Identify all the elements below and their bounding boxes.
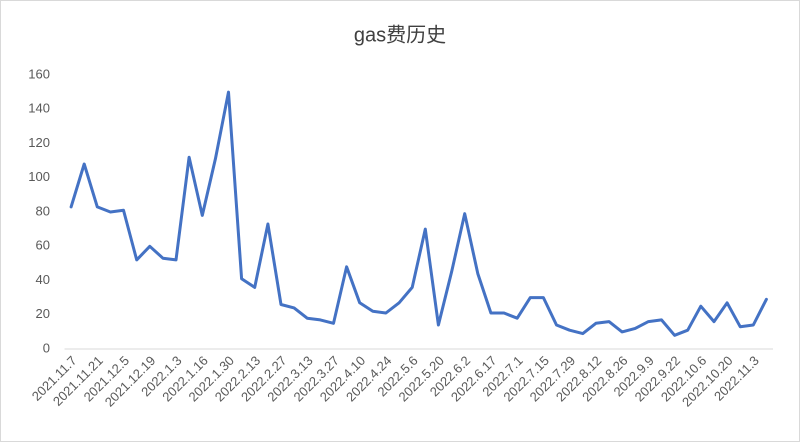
y-tick-label: 160: [28, 66, 50, 81]
y-tick-label: 40: [36, 272, 50, 287]
y-tick-label: 140: [28, 101, 50, 116]
chart-title: gas费历史: [354, 23, 446, 46]
y-tick-label: 0: [43, 340, 50, 355]
y-tick-label: 100: [28, 169, 50, 184]
y-tick-label: 120: [28, 135, 50, 150]
data-line: [69, 90, 768, 337]
y-tick-label: 80: [36, 203, 50, 218]
y-tick-label: 20: [36, 306, 50, 321]
y-tick-label: 60: [36, 238, 50, 253]
